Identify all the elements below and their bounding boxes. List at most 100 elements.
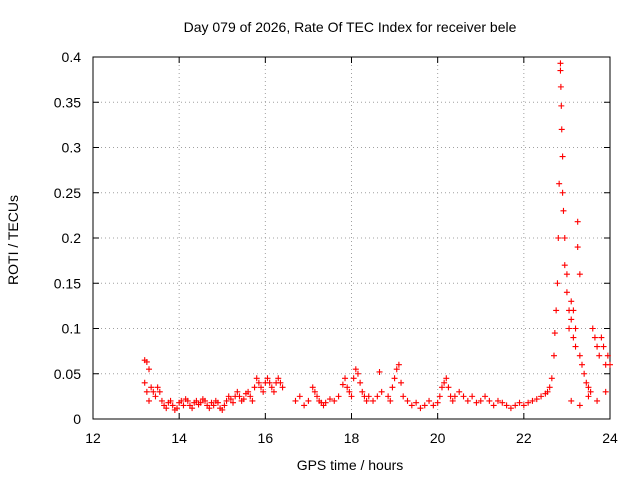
data-point [346,388,353,395]
data-point [456,388,463,395]
data-point [574,218,581,225]
data-point [591,334,598,341]
data-point [548,375,555,382]
data-point [546,384,553,391]
data-point [482,393,489,400]
data-point [572,325,579,332]
data-point [314,393,321,400]
data-point [268,384,275,391]
data-point [374,393,381,400]
y-tick-label: 0.4 [62,49,82,65]
data-point [234,388,241,395]
data-point [576,271,583,278]
data-point [557,60,564,67]
data-point [594,397,601,404]
x-tick-label: 22 [516,430,532,446]
data-point [551,330,558,337]
data-point [417,405,424,412]
data-point [189,405,196,412]
data-point [494,397,501,404]
data-point [348,393,355,400]
data-point [598,334,605,341]
y-tick-label: 0 [73,411,81,427]
data-point [576,352,583,359]
data-point [550,352,557,359]
data-point [558,126,565,133]
data-point [174,405,181,412]
data-point [156,388,163,395]
data-point [311,388,318,395]
data-point [477,397,484,404]
y-tick-label: 0.25 [54,185,81,201]
data-point [202,397,209,404]
data-point [533,396,540,403]
data-point [342,375,349,382]
y-tick-label: 0.3 [62,140,82,156]
data-point [560,207,567,214]
data-point [398,379,405,386]
x-tick-label: 20 [430,430,446,446]
data-point [441,379,448,386]
data-point [516,399,523,406]
y-tick-label: 0.15 [54,275,81,291]
y-axis-label: ROTI / TECUs [5,195,21,285]
data-point [255,379,262,386]
data-point [421,402,428,409]
data-point [309,384,316,391]
data-point [443,375,450,382]
data-point [178,397,185,404]
data-point [587,388,594,395]
data-point [469,393,476,400]
data-point [240,396,247,403]
data-point [594,343,601,350]
data-point [602,388,609,395]
data-point [400,393,407,400]
y-tick-label: 0.2 [62,230,82,246]
data-point [150,388,157,395]
data-point [436,393,443,400]
data-point [292,397,299,404]
data-point [449,397,456,404]
x-tick-label: 12 [85,430,101,446]
data-point [585,393,592,400]
data-point [214,399,221,406]
data-point [146,366,153,373]
data-point [570,334,577,341]
data-point [473,399,480,406]
data-point [578,361,585,368]
data-point [277,379,284,386]
y-tick-label: 0.05 [54,366,81,382]
data-point [566,325,573,332]
data-point [210,402,217,409]
data-point [143,388,150,395]
data-point [350,375,357,382]
data-point [438,384,445,391]
data-point [512,402,519,409]
data-point [352,366,359,373]
data-point [596,352,603,359]
data-point [344,384,351,391]
data-point [525,399,532,406]
data-point [206,405,213,412]
data-point [219,406,226,413]
data-point [434,399,441,406]
data-point [430,402,437,409]
data-point [391,375,398,382]
data-point [270,388,277,395]
data-point [197,399,204,406]
data-point [503,402,510,409]
data-point [520,402,527,409]
data-point [296,393,303,400]
data-point [529,397,536,404]
chart-title: Day 079 of 2026, Rate Of TEC Index for r… [184,19,517,35]
data-point [389,384,396,391]
tick-labels: 12 14 16 18 20 22 24 0 0.05 0.1 0.15 0.2 0.25 0.3 0.35… [54,49,618,446]
data-point [339,381,346,388]
data-point [260,388,267,395]
data-point [148,384,155,391]
data-point [568,397,575,404]
data-point [490,402,497,409]
y-tick-label: 0.1 [62,321,82,337]
data-point [322,399,329,406]
data-point [600,343,607,350]
